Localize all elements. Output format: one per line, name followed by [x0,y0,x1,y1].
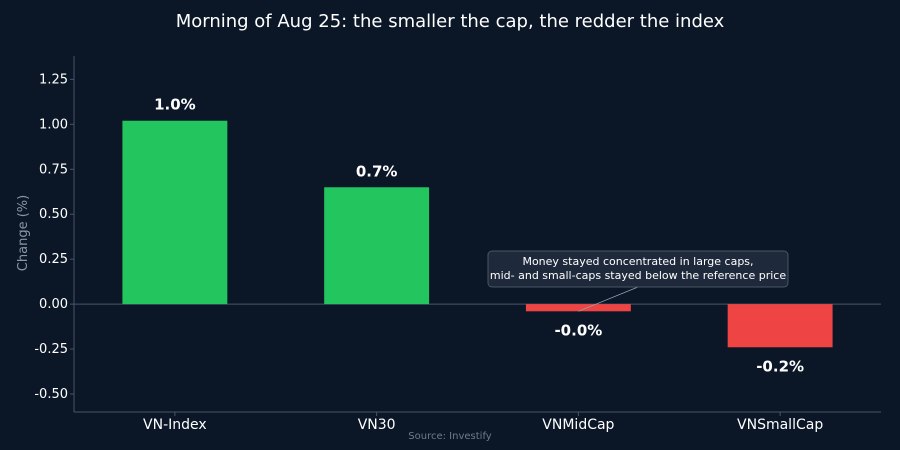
bar-vnsmallcap [727,304,833,348]
bars [122,120,833,348]
x-tick-label: VNMidCap [542,417,614,433]
annotation-text: Money stayed concentrated in large caps, [522,255,753,268]
annotation-arrow [578,286,639,312]
y-axis: -0.50 -0.25 0.00 0.25 0.50 0.75 1.00 1.25 [34,56,75,412]
x-tick-label: VN30 [358,417,396,433]
y-tick-label: -0.50 [34,387,68,402]
y-tick-label: 0.00 [39,297,68,312]
y-tick-label: 1.00 [39,117,68,132]
x-tick-label: VNSmallCap [737,417,823,433]
annotation: Money stayed concentrated in large caps,… [487,250,789,312]
data-label: 1.0% [154,96,196,114]
y-tick-label: -0.25 [34,342,68,357]
annotation-box [487,250,789,288]
y-axis-label: Change (%) [16,195,31,271]
bar-vn-index [122,120,228,305]
x-tick-label: VN-Index [143,417,207,433]
source-note: Source: Investify [408,431,492,442]
y-tick-label: 0.50 [39,207,68,222]
chart-title: Morning of Aug 25: the smaller the cap, … [176,11,725,32]
data-label: -0.2% [756,357,804,375]
bar-vnmidcap [525,304,631,312]
data-labels: 1.0% 0.7% -0.0% -0.2% [154,96,804,376]
y-tick-label: 0.75 [39,162,68,177]
data-label: -0.0% [554,321,602,339]
bar-vn30 [324,187,430,305]
data-label: 0.7% [356,162,398,180]
y-tick-label: 0.25 [39,252,68,267]
y-tick-label: 1.25 [39,72,68,87]
annotation-text: mid- and small-caps stayed below the ref… [490,269,786,282]
